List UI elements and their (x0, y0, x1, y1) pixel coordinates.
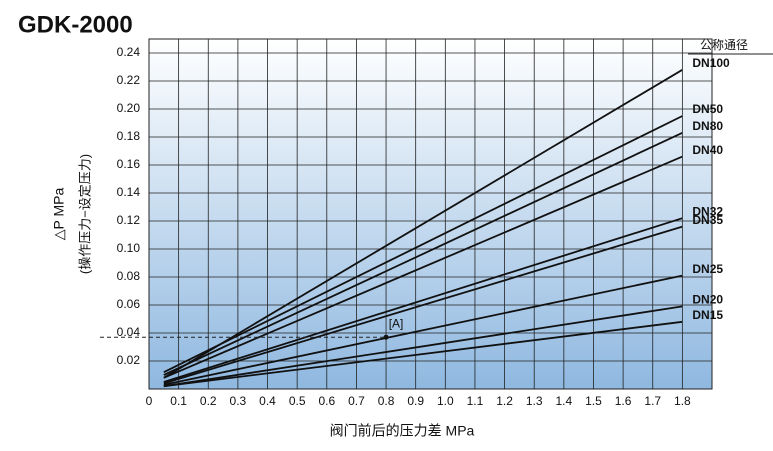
legend-title: 公称通径 (700, 38, 748, 52)
x-tick-label: 1.5 (585, 394, 602, 408)
series-label: DN100 (692, 56, 730, 70)
chart-title: GDK-2000 (18, 11, 133, 38)
annotation-point (383, 334, 389, 340)
y-tick-label: 0.06 (117, 297, 141, 311)
y-tick-label: 0.24 (117, 45, 141, 59)
x-tick-label: 0.3 (230, 394, 247, 408)
x-tick-label: 1.6 (615, 394, 632, 408)
x-tick-label: 1.3 (526, 394, 543, 408)
x-tick-label: 1.2 (496, 394, 513, 408)
series-line (163, 115, 683, 374)
y-tick-label: 0.16 (117, 157, 141, 171)
y-tick-label: 0.22 (117, 73, 141, 87)
series-label: DN15 (692, 308, 723, 322)
y-tick-label: 0.04 (117, 325, 141, 339)
x-tick-label: 0.2 (200, 394, 217, 408)
x-tick-label: 0.5 (289, 394, 306, 408)
x-tick-label: 0.4 (259, 394, 276, 408)
x-tick-label: 0 (146, 394, 153, 408)
y-tick-label: 0.12 (117, 213, 141, 227)
y-axis-label: △P MPa (51, 188, 67, 241)
x-tick-label: 1.1 (467, 394, 484, 408)
y-tick-label: 0.20 (117, 101, 141, 115)
series-line (163, 131, 683, 376)
series-line (163, 274, 683, 386)
series-label: DN35 (692, 213, 723, 227)
series-label: DN50 (692, 102, 723, 116)
series-line (163, 225, 683, 385)
y-tick-label: 0.08 (117, 269, 141, 283)
y-tick-label: 0.18 (117, 129, 141, 143)
series-line (163, 320, 683, 388)
x-tick-label: 1.8 (674, 394, 691, 408)
x-tick-label: 0.7 (348, 394, 365, 408)
y-tick-label: 0.10 (117, 241, 141, 255)
x-tick-label: 0.6 (318, 394, 335, 408)
series-line (163, 305, 683, 388)
x-tick-label: 0.9 (407, 394, 424, 408)
x-tick-label: 0.1 (170, 394, 187, 408)
y-axis-sublabel: (操作压力−设定压力) (77, 154, 92, 274)
y-tick-label: 0.02 (117, 353, 141, 367)
series-label: DN32 (692, 204, 723, 218)
series-label: DN80 (692, 119, 723, 133)
series-label: DN20 (692, 293, 723, 307)
series-label: DN40 (692, 143, 723, 157)
x-tick-label: 0.8 (378, 394, 395, 408)
annotation-label: [A] (389, 316, 404, 330)
x-tick-label: 1.7 (644, 394, 661, 408)
y-tick-label: 0.14 (117, 185, 141, 199)
series-line (163, 69, 683, 379)
series-line (163, 217, 683, 383)
x-axis-label: 阀门前后的压力差 MPa (330, 423, 475, 439)
x-tick-label: 1.0 (437, 394, 454, 408)
series-line (163, 155, 683, 379)
series-label: DN25 (692, 262, 723, 276)
x-tick-label: 1.4 (555, 394, 572, 408)
